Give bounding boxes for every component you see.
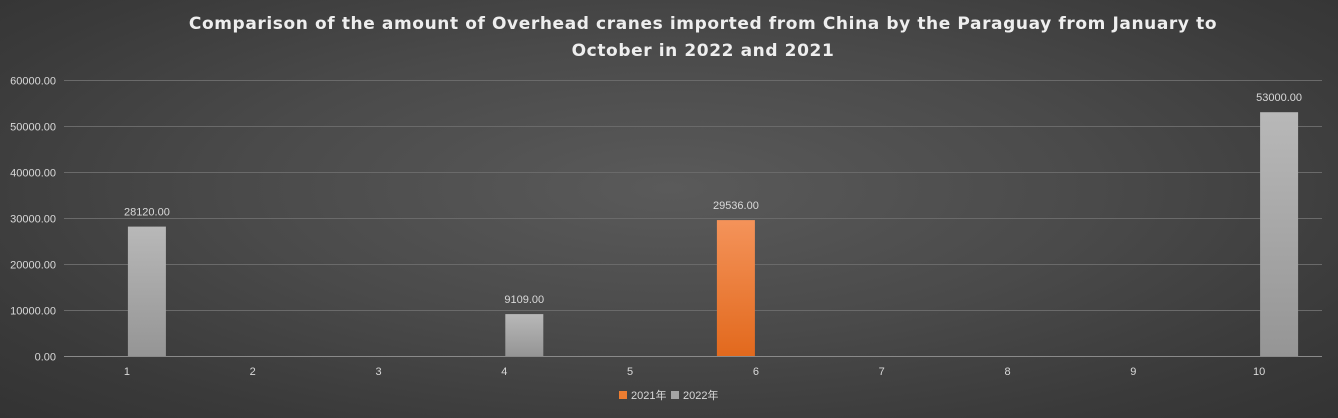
x-tick-label: 4 — [501, 366, 507, 378]
bar-2022-cat-1 — [127, 226, 166, 356]
gridlines — [64, 80, 1322, 357]
bar-2021-cat-6 — [716, 220, 755, 356]
bars — [127, 112, 1299, 356]
bar-2022-cat-10 — [1260, 112, 1299, 356]
y-tick-label: 60000.00 — [10, 76, 56, 88]
y-tick-label: 30000.00 — [10, 214, 56, 226]
y-tick-label: 10000.00 — [10, 306, 56, 318]
legend-swatch — [619, 391, 627, 399]
y-tick-label: 20000.00 — [10, 260, 56, 272]
x-tick-label: 7 — [879, 366, 885, 378]
x-tick-label: 8 — [1004, 366, 1010, 378]
x-tick-label: 5 — [627, 366, 633, 378]
data-label: 53000.00 — [1256, 92, 1302, 104]
y-axis: 0.00 10000.00 20000.00 30000.00 40000.00 5000… — [10, 76, 56, 364]
y-tick-label: 50000.00 — [10, 122, 56, 134]
data-label: 29536.00 — [713, 200, 759, 212]
x-tick-label: 9 — [1130, 366, 1136, 378]
data-label: 28120.00 — [124, 207, 170, 219]
data-label: 9109.00 — [504, 294, 544, 306]
x-tick-label: 3 — [375, 366, 381, 378]
chart-title-line-1: Comparison of the amount of Overhead cra… — [189, 14, 1217, 34]
y-tick-label: 0.00 — [35, 352, 56, 364]
chart-title-line-2: October in 2022 and 2021 — [572, 41, 835, 61]
legend-swatch — [671, 391, 679, 399]
legend: 2021年 2022年 — [619, 388, 718, 402]
y-tick-label: 40000.00 — [10, 168, 56, 180]
x-tick-label: 10 — [1253, 366, 1265, 378]
x-tick-label: 2 — [250, 366, 256, 378]
legend-label: 2021年 — [631, 388, 666, 402]
x-tick-label: 1 — [124, 366, 130, 378]
x-tick-label: 6 — [753, 366, 759, 378]
chart-title: Comparison of the amount of Overhead cra… — [189, 14, 1217, 61]
x-axis: 1 2 3 4 5 6 7 8 9 10 — [124, 366, 1265, 378]
data-labels: 29536.00 28120.00 9109.00 53000.00 — [124, 92, 1302, 306]
legend-label: 2022年 — [683, 388, 718, 402]
bar-2022-cat-4 — [505, 314, 544, 356]
